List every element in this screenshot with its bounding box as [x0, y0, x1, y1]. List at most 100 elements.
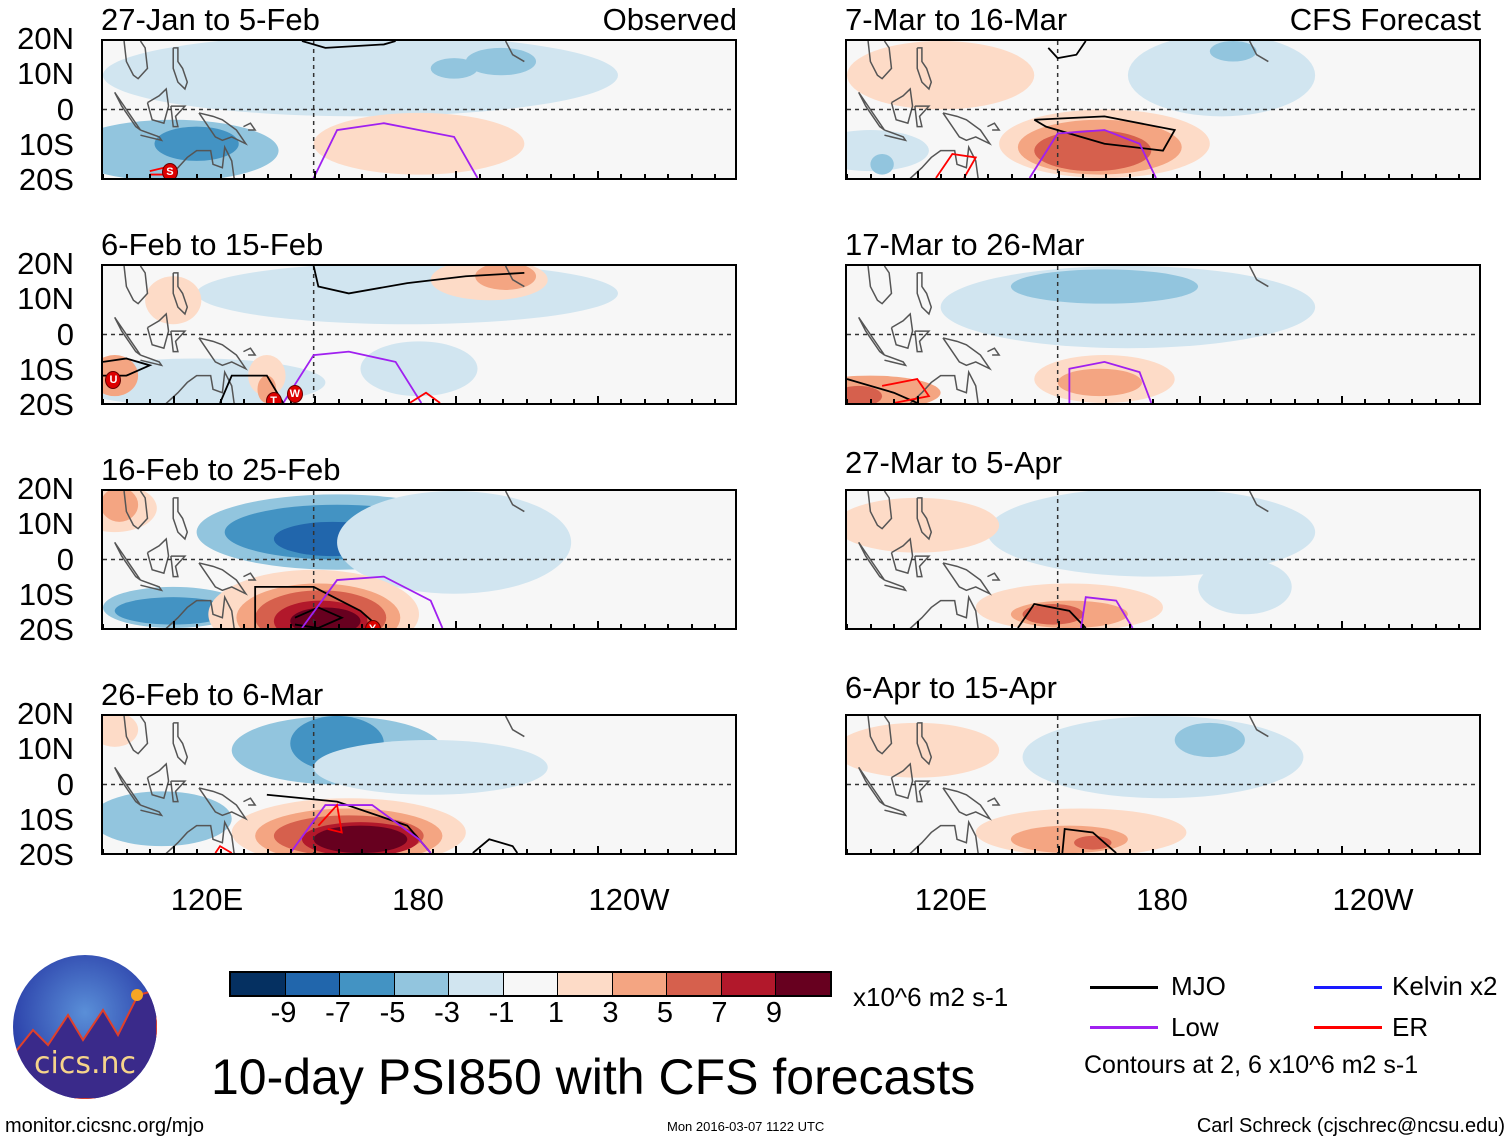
- coastline: [891, 764, 912, 798]
- lon-tick: [196, 849, 199, 853]
- lon-tick: [1222, 849, 1225, 853]
- coastline: [1250, 491, 1269, 512]
- low-contour: [1030, 130, 1156, 178]
- coastline: [915, 331, 929, 352]
- mjo-contour: [1062, 829, 1116, 853]
- lon-tick: [196, 174, 199, 178]
- anomaly-region: [360, 341, 478, 397]
- coastline: [915, 781, 929, 802]
- coastline: [147, 764, 168, 798]
- coastline: [891, 539, 912, 573]
- low-contour: [1081, 597, 1132, 628]
- lon-tick: [1152, 399, 1155, 403]
- lon-tick: [219, 174, 222, 178]
- mjo-contour: [295, 607, 342, 628]
- lon-tick: [620, 624, 623, 628]
- lon-tick: [1340, 171, 1343, 178]
- kelvin-legend-line: [1314, 986, 1382, 989]
- lon-tick: [455, 171, 458, 178]
- lon-tick: [690, 174, 693, 178]
- coastline: [115, 92, 141, 130]
- lon-tick: [643, 174, 646, 178]
- lon-tick: [869, 624, 872, 628]
- lon-tick: [893, 174, 896, 178]
- coastline: [124, 716, 147, 754]
- lon-tick: [596, 846, 599, 853]
- lon-tick: [243, 399, 246, 403]
- contour-note: Contours at 2, 6 x10^6 m2 s-1: [1084, 1051, 1419, 1079]
- lon-tick: [314, 846, 316, 853]
- coastline: [868, 41, 891, 79]
- lon-tick: [408, 849, 411, 853]
- lon-tick: [893, 399, 896, 403]
- coastline: [903, 147, 985, 178]
- anomaly-region: [1198, 559, 1292, 615]
- lon-tick: [1058, 846, 1060, 853]
- lon-tick: [1034, 399, 1037, 403]
- lon-tick: [408, 624, 411, 628]
- coastline: [159, 822, 241, 853]
- anomaly-region: [103, 41, 618, 117]
- lat-label: 20N: [17, 471, 74, 506]
- lat-label: 10N: [17, 281, 74, 317]
- coastline: [1250, 266, 1269, 287]
- low-contour: [314, 123, 478, 178]
- anomaly-region: [465, 47, 537, 76]
- lon-tick: [125, 849, 128, 853]
- lon-tick: [916, 171, 919, 178]
- lon-tick: [963, 399, 966, 403]
- lon-tick: [149, 624, 152, 628]
- coastline: [159, 372, 241, 403]
- source-url[interactable]: monitor.cicsnc.org/mjo: [5, 1115, 204, 1137]
- lon-tick: [690, 849, 693, 853]
- lon-tick: [1152, 849, 1155, 853]
- lon-tick: [643, 624, 646, 628]
- anomaly-region: [313, 112, 525, 175]
- coastline: [243, 798, 255, 805]
- lon-tick: [1293, 174, 1296, 178]
- coastline: [506, 491, 525, 512]
- panel-title: 26-Feb to 6-Mar: [101, 677, 324, 712]
- storm-marker: U: [105, 370, 122, 389]
- coastline: [917, 723, 931, 764]
- lon-tick: [987, 174, 990, 178]
- lon-tick: [549, 174, 552, 178]
- coastline: [884, 805, 905, 815]
- lon-tick: [1128, 849, 1131, 853]
- er-legend-line: [1314, 1026, 1382, 1029]
- lon-tick: [337, 624, 340, 628]
- lon-tick: [1434, 624, 1437, 628]
- lon-tick: [1458, 399, 1461, 403]
- lon-tick: [643, 399, 646, 403]
- map-panel: Y: [101, 489, 737, 630]
- lon-tick: [987, 849, 990, 853]
- legend-er: ER: [1392, 1012, 1429, 1042]
- lat-label: 20S: [18, 837, 74, 872]
- lon-tick: [314, 396, 316, 403]
- lon-tick: [869, 849, 872, 853]
- lon-tick: [573, 399, 576, 403]
- lon-tick: [1199, 846, 1202, 853]
- lon-tick: [893, 624, 896, 628]
- lon-tick: [596, 396, 599, 403]
- svg-text:cics.nc: cics.nc: [34, 1046, 136, 1081]
- lon-tick: [643, 849, 646, 853]
- lon-tick: [1010, 174, 1013, 178]
- coastline: [987, 123, 999, 130]
- colorbar-tick: -5: [379, 997, 406, 1029]
- lon-tick: [219, 624, 222, 628]
- anomaly-region: [1127, 41, 1316, 117]
- lon-tick: [940, 174, 943, 178]
- er-contour: [882, 379, 929, 403]
- lon-tick: [1411, 849, 1414, 853]
- lon-tick: [1081, 624, 1084, 628]
- lon-tick: [1293, 399, 1296, 403]
- coastline: [884, 130, 905, 140]
- anomaly-region: [847, 130, 929, 172]
- lon-tick: [690, 399, 693, 403]
- lon-tick: [1411, 174, 1414, 178]
- anomaly-region: [847, 722, 1000, 778]
- lat-label: 0: [56, 766, 74, 802]
- lon-tick: [455, 621, 458, 628]
- coastline: [917, 48, 931, 89]
